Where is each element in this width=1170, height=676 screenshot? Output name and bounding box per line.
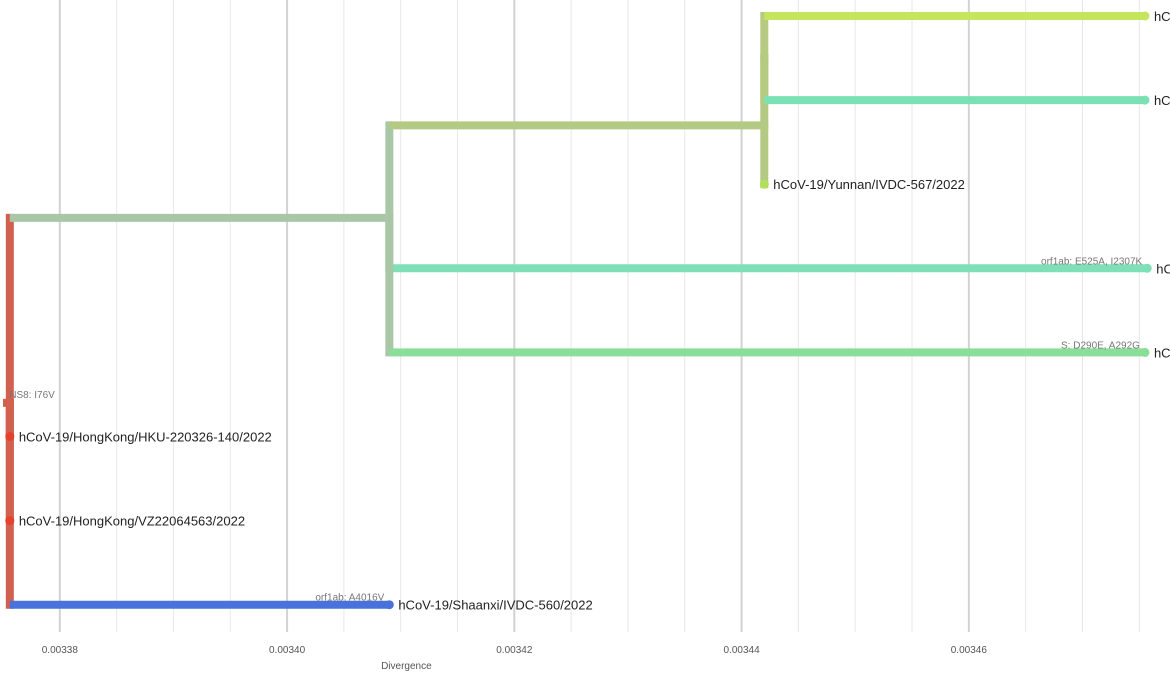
tree-branches (3, 12, 1148, 609)
tip-node[interactable] (1140, 95, 1150, 105)
mutation-label: S: D290E, A292G (1061, 340, 1140, 351)
mutation-label: orf1ab: A4016V (315, 593, 384, 604)
mutation-label: NS8: I76V (9, 390, 55, 401)
tip-node[interactable] (5, 516, 15, 526)
tip-node[interactable] (759, 179, 769, 189)
tip-node[interactable] (384, 600, 394, 610)
tip-label[interactable]: hCoV-19/HongKong/VZ22064563/2022 (19, 514, 245, 529)
tip-label[interactable]: hCoV-19/Beijing/IVDC-541/2022 (1154, 345, 1170, 360)
tip-label[interactable]: hCoV-19/HongKong/HKU-220326-140/2022 (19, 430, 272, 445)
x-axis: Divergence 0.00338 0.00340 0.00342 0.00344 0… (42, 645, 988, 672)
grid-lines (58, 0, 1140, 632)
tip-node[interactable] (5, 432, 15, 441)
tip-label[interactable]: hCoV-19/Shaanxi/IVDC-560/2022 (398, 598, 592, 613)
tip-node[interactable] (1140, 347, 1150, 357)
tree-tips: NS8: I76V hCoV-19/Yunnan/IVDC-561/2022 hCo… (5, 9, 1170, 613)
x-tick-label: 0.00346 (951, 645, 988, 656)
x-tick-label: 0.00344 (724, 645, 761, 656)
x-axis-title: Divergence (381, 661, 432, 672)
mutation-label: orf1ab: E525A, I2307K (1041, 256, 1143, 267)
tip-label[interactable]: hCoV-19/Zhejiang/IVDC-572/2022 (1154, 93, 1170, 108)
tip-label[interactable]: hCoV-19/Zhejiang/IVDC-573/2022 (1156, 261, 1170, 276)
tip-node[interactable] (1140, 11, 1150, 21)
x-tick-label: 0.00342 (496, 645, 533, 656)
tip-label[interactable]: hCoV-19/Yunnan/IVDC-567/2022 (773, 177, 965, 192)
x-tick-label: 0.00340 (269, 645, 306, 656)
tip-label[interactable]: hCoV-19/Yunnan/IVDC-561/2022 (1154, 9, 1170, 24)
x-tick-label: 0.00338 (42, 645, 79, 656)
tip-node[interactable] (1142, 263, 1152, 273)
